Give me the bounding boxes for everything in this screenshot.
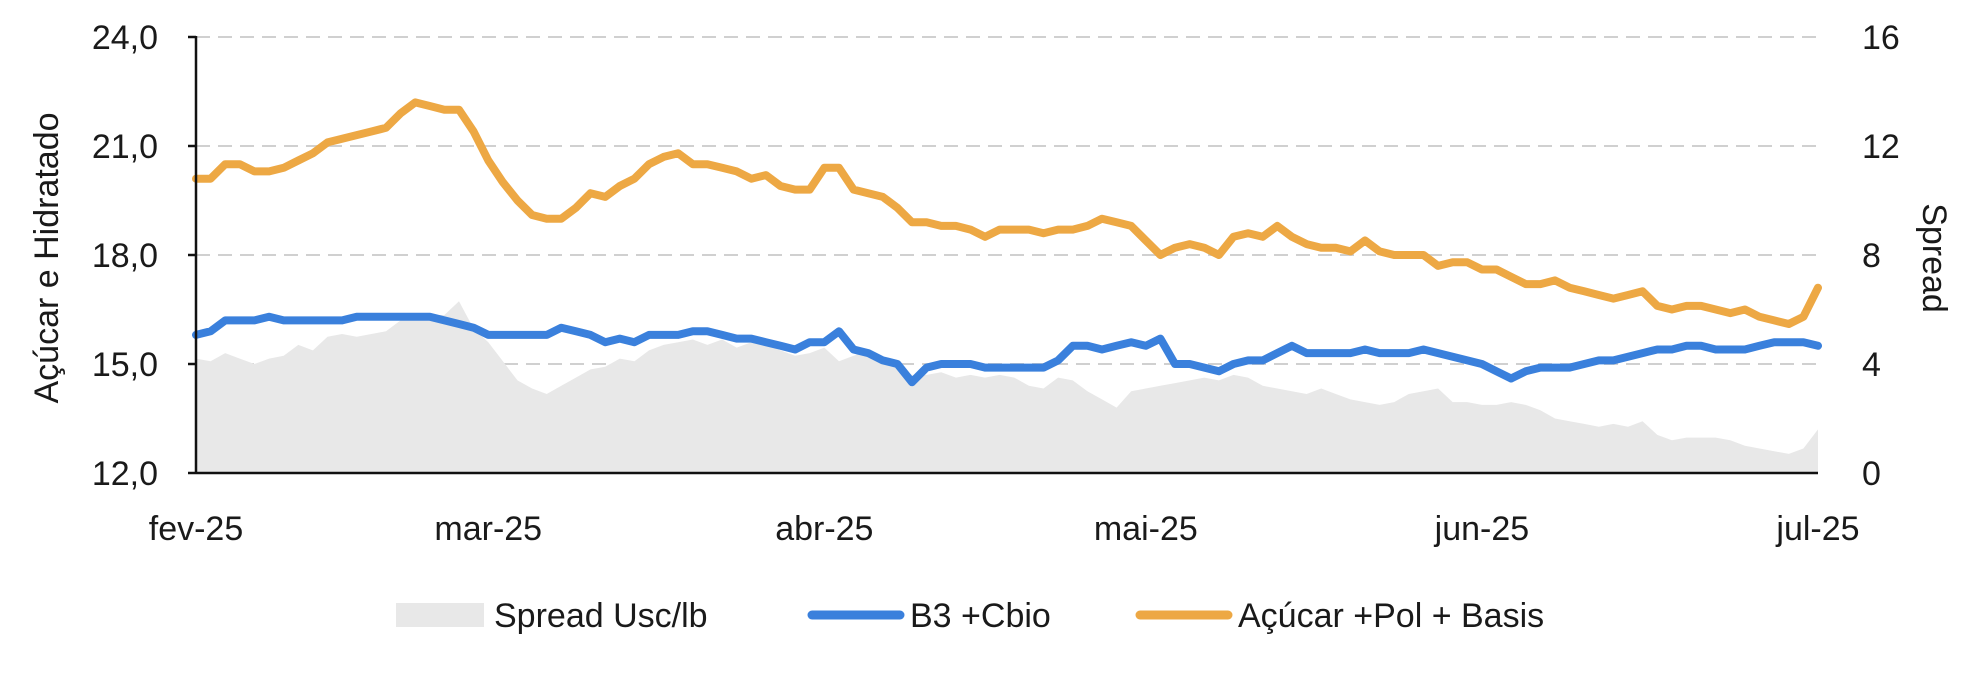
y-right-tick-label: 16: [1862, 19, 1900, 57]
x-tick-label: mai-25: [1094, 510, 1198, 548]
area-series-spread: [196, 301, 1818, 473]
y-axis-left-title: Açúcar e Hidratado: [28, 112, 66, 403]
y-right-tick-label: 0: [1862, 455, 1881, 493]
y-axis-right-title: Spread: [1915, 203, 1953, 313]
y-left-tick-label: 15,0: [92, 346, 158, 384]
x-tick-label: jun-25: [1434, 510, 1530, 548]
line-series-acucar: [192, 98, 1822, 328]
legend-label: B3 +Cbio: [910, 597, 1051, 635]
area-series-layer: [196, 301, 1818, 473]
legend-swatch-spread: [396, 603, 484, 627]
legend: Spread Usc/lb B3 +Cbio Açúcar +Pol + Basis: [396, 597, 1544, 635]
y-left-tick-label: 21,0: [92, 128, 158, 166]
line-series-layer: [192, 98, 1822, 387]
x-tick-label: abr-25: [775, 510, 873, 548]
line-series-b3-cbio: [192, 312, 1822, 387]
y-left-tick-label: 12,0: [92, 455, 158, 493]
legend-label: Açúcar +Pol + Basis: [1238, 597, 1544, 635]
tick-labels: 12,0 15,0 18,0 21,0 24,0 0 4 8 12 16 fev-25 mar-25 a…: [92, 19, 1900, 548]
axes: [188, 35, 1818, 475]
y-right-tick-label: 8: [1862, 237, 1881, 275]
y-right-tick-label: 4: [1862, 346, 1881, 384]
legend-label: Spread Usc/lb: [494, 597, 708, 635]
x-tick-label: fev-25: [149, 510, 244, 548]
y-left-tick-label: 18,0: [92, 237, 158, 275]
y-right-tick-label: 12: [1862, 128, 1900, 166]
y-left-tick-label: 24,0: [92, 19, 158, 57]
x-tick-label: jul-25: [1775, 510, 1859, 548]
gridlines: [196, 36, 1818, 365]
x-tick-label: mar-25: [434, 510, 542, 548]
